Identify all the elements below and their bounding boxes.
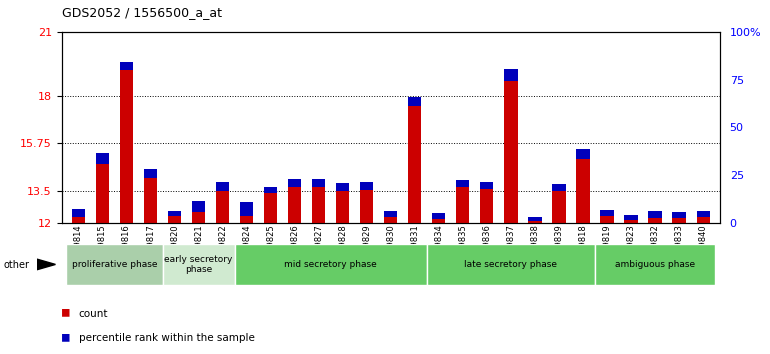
Bar bbox=[528, 217, 541, 221]
Bar bbox=[144, 169, 157, 178]
Bar bbox=[480, 189, 494, 223]
Bar bbox=[192, 212, 205, 223]
Bar bbox=[144, 178, 157, 223]
Bar bbox=[312, 179, 325, 187]
Text: early secretory
phase: early secretory phase bbox=[164, 255, 233, 274]
Bar bbox=[672, 212, 686, 218]
Bar bbox=[72, 209, 85, 217]
Bar bbox=[95, 153, 109, 164]
Bar bbox=[336, 191, 350, 223]
Bar bbox=[120, 62, 133, 70]
Bar bbox=[528, 221, 541, 223]
Text: percentile rank within the sample: percentile rank within the sample bbox=[79, 333, 254, 343]
Bar bbox=[427, 244, 595, 285]
Bar bbox=[264, 187, 277, 193]
Bar bbox=[312, 187, 325, 223]
Bar bbox=[162, 244, 235, 285]
Bar bbox=[504, 69, 517, 81]
Bar bbox=[577, 149, 590, 159]
Bar bbox=[601, 216, 614, 223]
Bar bbox=[601, 210, 614, 216]
Bar bbox=[288, 187, 301, 223]
Bar bbox=[648, 211, 661, 218]
Bar bbox=[120, 70, 133, 223]
Bar bbox=[384, 217, 397, 223]
Bar bbox=[577, 159, 590, 223]
Bar bbox=[552, 184, 566, 191]
Bar bbox=[168, 216, 181, 223]
Text: mid secretory phase: mid secretory phase bbox=[284, 260, 377, 269]
Bar bbox=[624, 215, 638, 220]
Bar bbox=[360, 190, 373, 223]
Bar bbox=[264, 193, 277, 223]
Bar bbox=[457, 180, 470, 187]
Bar bbox=[457, 187, 470, 223]
Bar bbox=[95, 164, 109, 223]
Bar bbox=[595, 244, 715, 285]
Text: proliferative phase: proliferative phase bbox=[72, 260, 157, 269]
Text: GDS2052 / 1556500_a_at: GDS2052 / 1556500_a_at bbox=[62, 6, 222, 19]
Bar bbox=[240, 202, 253, 216]
Bar bbox=[408, 97, 421, 106]
Bar bbox=[72, 217, 85, 223]
Bar bbox=[235, 244, 427, 285]
Text: ambiguous phase: ambiguous phase bbox=[615, 260, 695, 269]
Bar bbox=[697, 211, 710, 217]
Text: ■: ■ bbox=[62, 306, 69, 319]
Text: count: count bbox=[79, 309, 108, 319]
Text: ■: ■ bbox=[62, 330, 69, 343]
Bar bbox=[240, 216, 253, 223]
Bar bbox=[697, 217, 710, 223]
Bar bbox=[288, 179, 301, 187]
Bar bbox=[408, 106, 421, 223]
Polygon shape bbox=[37, 259, 55, 270]
Bar bbox=[624, 220, 638, 223]
Bar bbox=[336, 183, 350, 191]
Bar bbox=[168, 211, 181, 216]
Bar bbox=[384, 211, 397, 217]
Bar bbox=[480, 182, 494, 189]
Bar bbox=[432, 219, 445, 223]
Bar bbox=[360, 182, 373, 190]
Bar bbox=[216, 182, 229, 191]
Bar bbox=[672, 218, 686, 223]
Bar bbox=[432, 213, 445, 219]
Bar bbox=[552, 191, 566, 223]
Bar bbox=[192, 201, 205, 212]
Bar bbox=[216, 191, 229, 223]
Text: late secretory phase: late secretory phase bbox=[464, 260, 557, 269]
Text: other: other bbox=[4, 260, 30, 270]
Bar bbox=[504, 81, 517, 223]
Bar bbox=[648, 218, 661, 223]
Bar bbox=[66, 244, 162, 285]
